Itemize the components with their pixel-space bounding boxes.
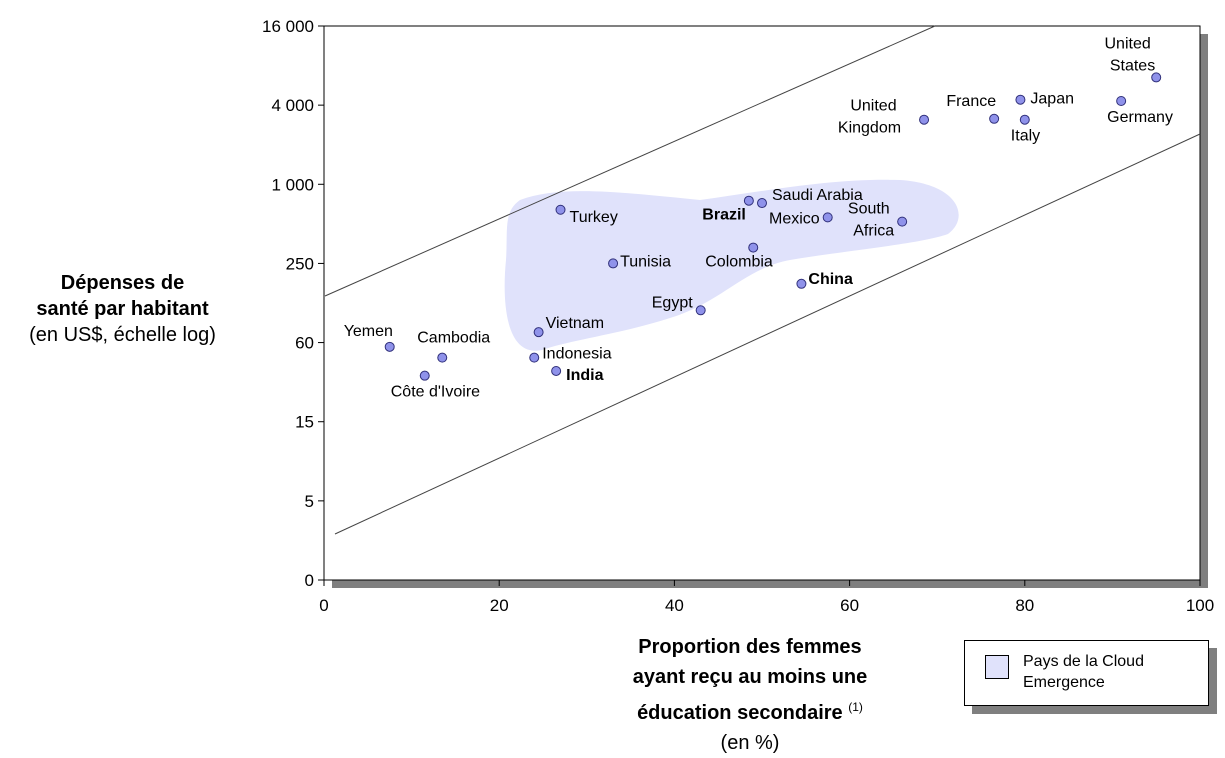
x-tick-label: 40 [665, 596, 684, 615]
data-point-label: Indonesia [542, 346, 611, 363]
y-axis-ticks: 0 5 15 60 250 1 000 4 000 16 000 [262, 17, 324, 590]
data-point [533, 327, 544, 338]
data-point-label: Tunisia [620, 253, 671, 270]
data-point-label: Germany [1107, 109, 1173, 126]
upper-trend-line [324, 25, 936, 297]
cloud-emergence-region [504, 179, 959, 351]
data-point-label: Mexico [769, 210, 820, 227]
legend-text-line1: Pays de la Cloud [1023, 653, 1144, 670]
lower-trend-line [334, 133, 1201, 535]
data-point [796, 278, 807, 289]
data-point [757, 198, 767, 209]
data-point [551, 365, 562, 376]
y-tick-label: 16 000 [262, 17, 314, 36]
x-tick-label: 0 [319, 596, 328, 615]
plot-area [323, 25, 1201, 581]
legend-text: Pays de la Cloud Emergence [1023, 651, 1203, 693]
data-point-label: Brazil [702, 207, 746, 224]
data-point [743, 195, 754, 206]
x-axis-footnote-marker: (1) [848, 700, 863, 714]
data-point-label: India [566, 367, 603, 384]
data-point [1151, 72, 1162, 83]
y-tick-label: 4 000 [271, 96, 314, 115]
x-tick-label: 80 [1015, 596, 1034, 615]
data-point-label: Colombia [705, 254, 773, 271]
data-point-label: United States [1104, 35, 1155, 74]
y-tick-label: 15 [295, 413, 314, 432]
data-point [529, 352, 540, 363]
y-tick-label: 250 [286, 254, 314, 273]
data-point-label: United Kingdom [838, 98, 901, 137]
data-point-label: Japan [1030, 91, 1074, 108]
data-point-label: Vietnam [546, 315, 604, 332]
x-axis-label-line3: éducation secondaire [637, 702, 843, 724]
data-point [897, 216, 908, 227]
x-tick-label: 20 [490, 596, 509, 615]
data-point-label: Cambodia [417, 330, 490, 347]
y-axis-label-line1: Dépenses de [60, 272, 185, 294]
data-point-label: Côte d'Ivoire [391, 384, 480, 401]
y-tick-label: 0 [305, 571, 314, 590]
x-axis-label-line1: Proportion des femmes [638, 636, 862, 658]
x-axis-ticks: 0 20 40 60 80 100 [319, 580, 1214, 615]
y-tick-label: 60 [295, 334, 314, 353]
legend-swatch [985, 655, 1009, 679]
y-tick-label: 1 000 [271, 175, 314, 194]
data-point [437, 352, 448, 363]
x-axis-label-line4: (en %) [720, 732, 780, 754]
data-point [555, 204, 566, 215]
data-point [748, 242, 759, 253]
y-axis-label-line2: santé par habitant [36, 298, 209, 320]
data-point [384, 341, 395, 352]
data-point-label: China [808, 271, 853, 288]
y-axis-label: Dépenses de santé par habitant (en US$, … [0, 270, 245, 348]
x-tick-label: 60 [840, 596, 859, 615]
data-point-label: South Africa [848, 201, 894, 240]
data-point [1019, 114, 1030, 125]
data-point [1015, 94, 1026, 105]
data-point-label: Italy [1011, 128, 1040, 145]
x-tick-label: 100 [1186, 596, 1214, 615]
data-point [1116, 96, 1127, 107]
y-tick-label: 5 [305, 492, 314, 511]
data-point [419, 370, 430, 381]
legend: Pays de la Cloud Emergence [964, 640, 1209, 706]
data-point [695, 305, 706, 316]
data-point-label: Egypt [652, 294, 693, 311]
legend-text-line2: Emergence [1023, 674, 1105, 691]
data-points: United States Japan Germany France Italy Unit… [344, 35, 1173, 400]
data-point [989, 113, 1000, 124]
x-axis-label-line2: ayant reçu au moins une [632, 666, 868, 688]
data-point-label: Yemen [344, 323, 393, 340]
data-point [822, 212, 833, 223]
data-point-label: Turkey [570, 209, 618, 226]
data-point-label: France [946, 93, 996, 110]
data-point-label: Saudi Arabia [772, 187, 863, 204]
data-point [919, 114, 930, 125]
x-axis-label: Proportion des femmes ayant reçu au moin… [560, 632, 940, 758]
data-point [608, 258, 619, 269]
y-axis-label-line3: (en US$, échelle log) [29, 324, 216, 346]
